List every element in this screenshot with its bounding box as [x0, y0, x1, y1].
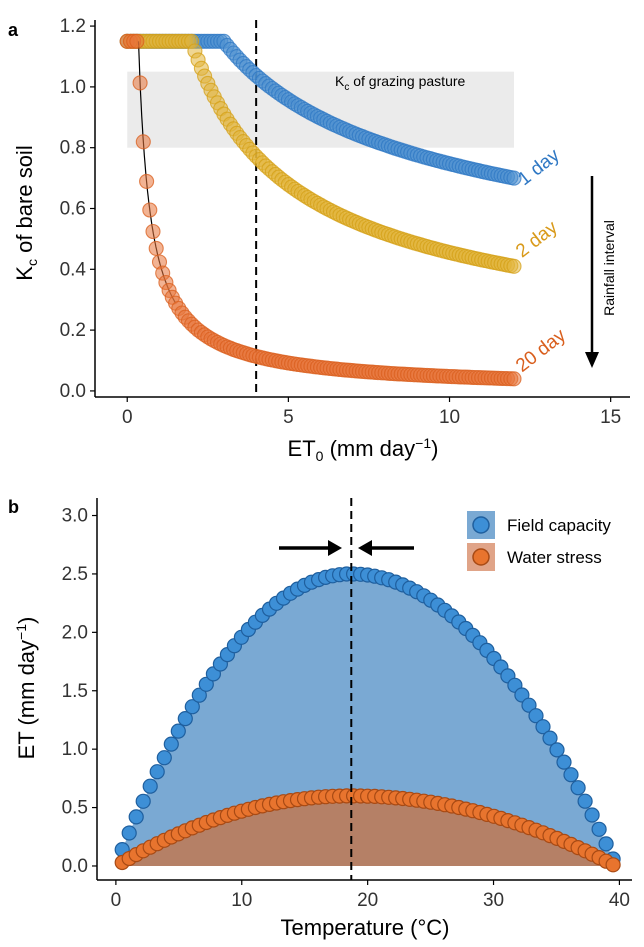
y-tick-label: 1.0	[60, 77, 86, 98]
y-tick-label: 0.4	[60, 259, 87, 280]
x-tick-label: 10	[439, 407, 460, 428]
legend: Field capacity Water stress	[467, 511, 611, 571]
data-point	[598, 836, 614, 852]
series-labels: 1 day 2 day 20 day	[512, 145, 570, 377]
x-tick-label: 40	[609, 890, 630, 911]
data-point	[542, 730, 558, 746]
legend-marker-water-stress	[472, 548, 490, 566]
y-axis-title: ET (mm day−1)	[13, 617, 39, 760]
x-tick-label: 20	[357, 890, 378, 911]
y-tick-label: 0.2	[60, 320, 86, 341]
data-point	[129, 33, 145, 49]
x-tick-label: 0	[122, 407, 133, 428]
data-point	[549, 742, 565, 758]
y-tick-label: 3.0	[62, 506, 88, 527]
y-tick-label: 0.8	[60, 138, 86, 159]
series-label: 2 day	[512, 217, 562, 262]
data-point	[528, 708, 544, 724]
y-tick-label: 1.2	[60, 16, 86, 37]
data-point	[535, 719, 551, 735]
data-point	[506, 371, 522, 387]
data-point	[148, 240, 164, 256]
data-point	[521, 697, 537, 713]
series-water-stress	[114, 788, 621, 873]
x-ticks: 0 5 10 15	[122, 397, 621, 428]
data-point	[142, 202, 158, 218]
x-tick-label: 30	[483, 890, 504, 911]
data-point	[128, 809, 144, 825]
panel-a-label: a	[8, 20, 19, 40]
rainfall-interval-label: Rainfall interval	[601, 220, 617, 316]
y-axis-title: Kc of bare soil	[12, 145, 40, 280]
data-point	[605, 857, 621, 873]
data-point	[139, 173, 155, 189]
x-ticks: 0 10 20 30 40	[111, 880, 630, 911]
data-point	[506, 170, 522, 186]
legend-label-field-capacity: Field capacity	[507, 516, 611, 535]
panel-b-label: b	[8, 497, 19, 517]
y-ticks: 0.0 0.2 0.4 0.6 0.8 1.0 1.2	[60, 16, 95, 402]
x-tick-label: 0	[111, 890, 122, 911]
data-point	[149, 764, 165, 780]
arrow-right-head	[328, 540, 342, 556]
data-point	[121, 825, 137, 841]
y-tick-label: 1.0	[62, 739, 88, 760]
legend-label-water-stress: Water stress	[507, 548, 602, 567]
data-point	[135, 134, 151, 150]
legend-marker-field-capacity	[472, 516, 490, 534]
series-group	[114, 566, 621, 873]
kc-pasture-label: Kc of grazing pasture	[335, 73, 466, 93]
x-tick-label: 5	[283, 407, 294, 428]
series-20-day	[119, 33, 522, 387]
data-point	[570, 780, 586, 796]
y-tick-label: 0.5	[62, 798, 88, 819]
x-axis-title: ET0 (mm day−1)	[288, 435, 439, 464]
data-point	[506, 258, 522, 274]
field-capacity-area	[122, 573, 614, 866]
x-axis-title: Temperature (°C)	[281, 915, 450, 940]
series-label: 20 day	[512, 325, 570, 377]
y-tick-label: 2.0	[62, 622, 88, 643]
data-point	[584, 807, 600, 823]
y-tick-label: 1.5	[62, 681, 88, 702]
data-point	[135, 793, 151, 809]
arrow-left-head	[358, 540, 372, 556]
series-2-day	[119, 33, 522, 274]
data-point	[591, 821, 607, 837]
y-tick-label: 0.0	[60, 381, 86, 402]
data-point	[514, 687, 530, 703]
data-point	[163, 736, 179, 752]
x-tick-label: 10	[231, 890, 252, 911]
series-group	[119, 33, 522, 387]
data-point	[177, 710, 193, 727]
data-point	[556, 754, 572, 770]
y-ticks: 0.0 0.5 1.0 1.5 2.0 2.5 3.0	[62, 506, 97, 877]
series-label: 1 day	[514, 145, 564, 190]
rainfall-arrow-head	[585, 352, 599, 368]
data-point	[170, 723, 186, 739]
data-point	[191, 687, 207, 703]
data-point	[198, 676, 214, 692]
data-point	[142, 778, 158, 794]
data-point	[156, 750, 172, 766]
y-tick-label: 0.0	[62, 856, 88, 877]
y-tick-label: 0.6	[60, 199, 86, 220]
data-point	[577, 793, 593, 809]
data-point	[145, 223, 161, 240]
data-point	[132, 75, 148, 91]
x-tick-label: 15	[600, 407, 621, 428]
data-point	[563, 767, 579, 783]
series-field-capacity	[114, 566, 621, 867]
y-tick-label: 2.5	[62, 564, 88, 585]
data-point	[184, 699, 200, 715]
panel-b: b 0 10 20 30 40 0.0 0.5 1.0 1.5 2.0 2.5 3.0 Temper…	[8, 497, 632, 940]
panel-a: a Kc of grazing pasture 1 day 2 day 20 day…	[8, 16, 630, 464]
